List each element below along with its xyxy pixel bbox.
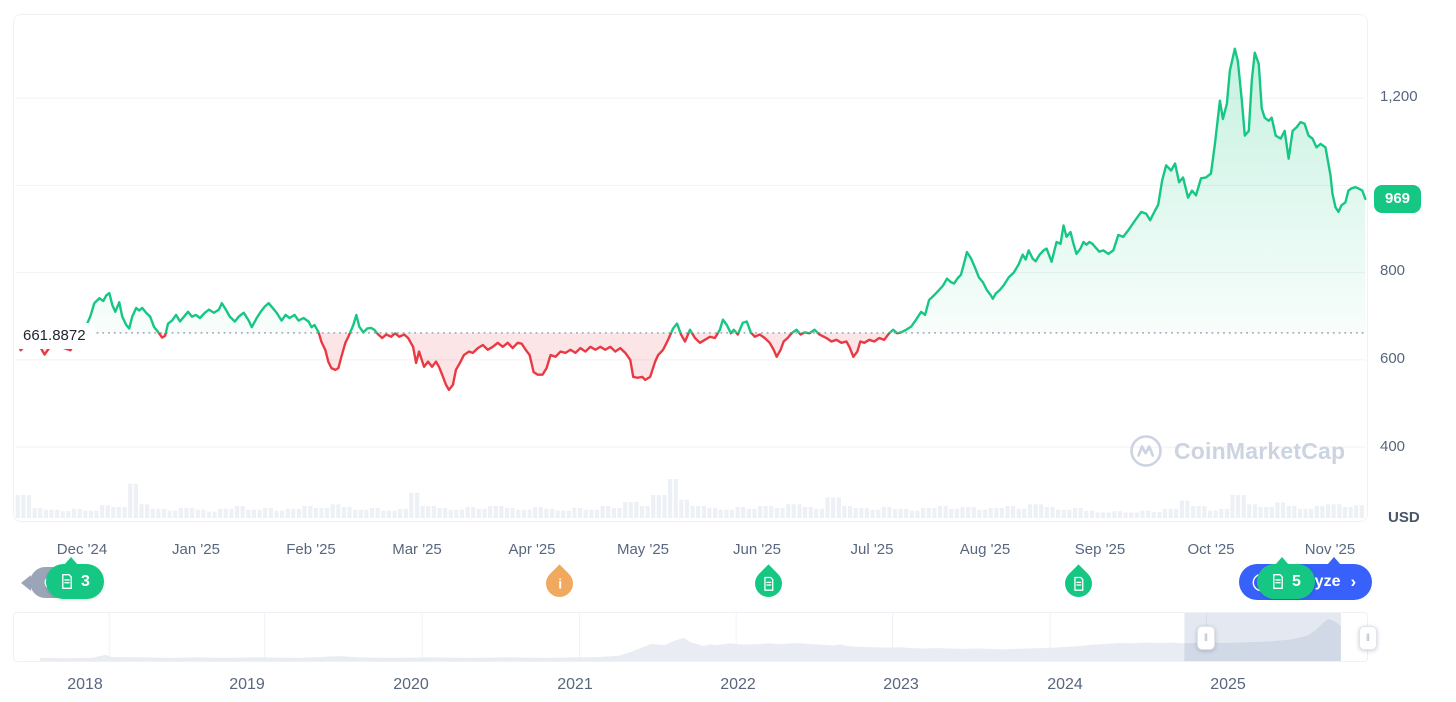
baseline-price-label: 661.8872	[14, 323, 95, 349]
news-count-label: 3	[81, 572, 90, 590]
document-icon	[763, 576, 774, 591]
navigator-year-label: 2023	[883, 676, 919, 693]
y-tick-600: 600	[1380, 350, 1406, 367]
navigator-year-label: 2022	[720, 676, 756, 693]
x-tick: Oct '25	[1187, 541, 1235, 558]
watermark: CoinMarketCap	[1128, 433, 1345, 469]
news-count-badge-3[interactable]: 3	[46, 557, 104, 599]
x-tick: Feb '25	[286, 541, 336, 558]
price-chart-svg[interactable]	[14, 15, 1367, 521]
navigator-year-label: 2021	[557, 676, 593, 693]
news-count-badge-5[interactable]: 5	[1257, 557, 1315, 599]
current-price-badge: 969	[1374, 185, 1422, 213]
x-tick: Apr '25	[508, 541, 556, 558]
x-tick: Sep '25	[1074, 541, 1126, 558]
x-tick: Aug '25	[959, 541, 1011, 558]
y-axis: 1,200 800 600 400 USD	[1376, 0, 1456, 540]
navigator-year-label: 2020	[393, 676, 429, 693]
document-icon	[62, 574, 72, 589]
x-tick: Jan '25	[172, 541, 220, 558]
navigator-year-label: 2019	[229, 676, 265, 693]
x-tick: May '25	[616, 541, 670, 558]
watermark-text: CoinMarketCap	[1174, 437, 1346, 464]
x-tick: Mar '25	[392, 541, 442, 558]
y-tick-800: 800	[1380, 262, 1406, 279]
info-marker[interactable]: i	[540, 564, 579, 603]
news-count-label: 5	[1292, 572, 1301, 590]
navigator-right-handle[interactable]: ‖	[1359, 626, 1377, 650]
navigator-minichart[interactable]	[14, 613, 1367, 661]
chevron-right-icon: ›	[1350, 572, 1357, 591]
document-icon	[1073, 576, 1084, 591]
navigator-year-label: 2025	[1210, 676, 1246, 693]
x-tick: Jun '25	[733, 541, 781, 558]
x-axis: Dec '24 Jan '25 Feb '25 Mar '25 Apr '25 May '…	[13, 539, 1368, 561]
coinmarketcap-logo-icon	[1130, 435, 1162, 467]
note-marker-jun[interactable]	[749, 564, 788, 603]
info-icon: i	[557, 575, 562, 592]
navigator-year-labels: 2018 2019 2020 2021 2022 2023 2024 2025	[13, 673, 1368, 697]
document-icon	[1273, 574, 1283, 589]
x-tick: Nov '25	[1304, 541, 1356, 558]
y-axis-unit: USD	[1388, 509, 1420, 526]
note-marker-sep[interactable]	[1059, 564, 1098, 603]
navigator-year-label: 2024	[1047, 676, 1083, 693]
y-tick-1200: 1,200	[1380, 88, 1418, 105]
x-tick: Dec '24	[56, 541, 108, 558]
range-navigator[interactable]	[13, 612, 1368, 662]
main-chart-panel[interactable]	[13, 14, 1368, 522]
y-tick-400: 400	[1380, 438, 1406, 455]
navigator-year-label: 2018	[67, 676, 103, 693]
x-tick: Jul '25	[850, 541, 894, 558]
navigator-left-handle[interactable]: ‖	[1197, 626, 1215, 650]
